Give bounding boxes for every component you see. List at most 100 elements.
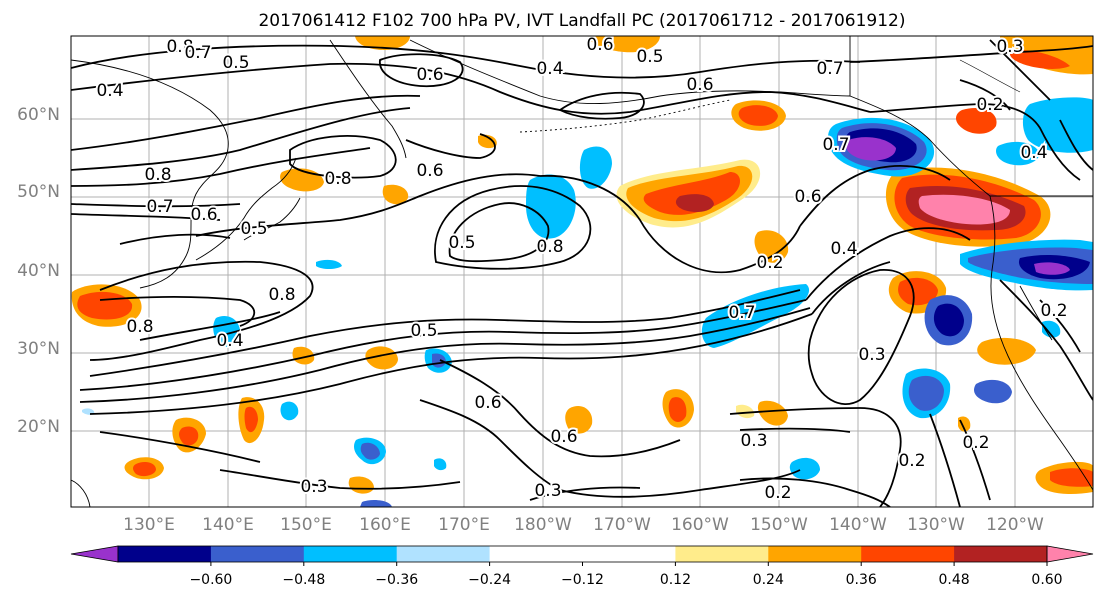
aleutian-islands (519, 99, 731, 133)
colorbar-tick-label: −0.60 (189, 572, 232, 588)
colorbar-swatch (303, 546, 398, 562)
lon-label: 160°W (671, 515, 729, 535)
coastline-philippines (71, 479, 91, 507)
patch-warm (292, 346, 315, 365)
pv-contour (219, 469, 461, 490)
pv-contour (1059, 119, 1093, 171)
colorbar-tick-label: 0.24 (753, 572, 784, 588)
pv-contour (195, 173, 541, 237)
pv-contour (434, 185, 592, 270)
contour-label: 0.3 (534, 481, 561, 501)
pv-contour (89, 289, 801, 377)
contour-label: 0.4 (1020, 143, 1047, 163)
contour-label: 0.6 (794, 187, 821, 207)
colorbar-swatch (675, 546, 769, 562)
contour-label: 0.7 (728, 303, 755, 323)
lon-label: 140°W (829, 515, 887, 535)
patch-warm (757, 400, 788, 426)
patch-warm-core (668, 397, 687, 422)
pv-contour (71, 62, 871, 115)
pv-contours (71, 39, 1093, 507)
colorbar-swatch (768, 546, 862, 562)
contour-label: 0.7 (146, 197, 173, 217)
patch-cool (526, 174, 576, 239)
contour-label: 0.8 (324, 169, 351, 189)
patch-warm-core (133, 462, 156, 477)
lat-label: 50°N (17, 182, 60, 202)
contour-label: 0.6 (416, 161, 443, 181)
lon-label: 130°W (907, 515, 965, 535)
pv-contour (959, 419, 991, 501)
longitude-labels: 130°E 140°E 150°E 160°E 170°E 180°W 170°… (123, 515, 1044, 535)
contour-label: 0.2 (764, 483, 791, 503)
patch-warm-core (898, 277, 938, 306)
pv-contour (71, 94, 421, 151)
patch-cool (434, 458, 447, 471)
coastline-japan (195, 157, 297, 261)
colorbar-extend-min (70, 545, 119, 563)
patch-cool (974, 379, 1012, 404)
colorbar-tick-label: 0.60 (1031, 572, 1062, 588)
contour-label: 0.8 (536, 237, 563, 257)
contour-label: 0.5 (448, 233, 475, 253)
pv-contour (739, 477, 891, 507)
contour-label: 0.6 (686, 75, 713, 95)
ivt-shading (71, 36, 1093, 507)
patch-cool (996, 141, 1040, 166)
contour-label: 0.7 (822, 135, 849, 155)
colorbar-swatch (861, 546, 955, 562)
lon-label: 130°E (123, 515, 175, 535)
contour-label: 0.4 (536, 59, 563, 79)
colorbar-tick-label: 0.48 (939, 572, 970, 588)
patch-warm (382, 184, 409, 205)
contour-label: 0.2 (976, 95, 1003, 115)
contour-label: 0.8 (144, 165, 171, 185)
contour-label: 0.5 (636, 47, 663, 67)
pv-contour (79, 299, 807, 391)
patch-warm (977, 337, 1036, 365)
patch-warm-core (738, 105, 778, 126)
contour-labels: 0.8 0.7 0.5 0.6 0.4 0.6 0.4 0.5 0.6 0.8 0.7 0.6 0.5 0… (94, 36, 1069, 505)
pv-contour (869, 103, 1081, 181)
patch-cool (579, 146, 612, 189)
contour-label: 0.2 (898, 451, 925, 471)
patch-warm-core (643, 172, 741, 215)
pv-contour (71, 107, 411, 171)
lat-label: 30°N (17, 339, 60, 359)
lon-label: 180°W (514, 515, 572, 535)
coastline-baja (1019, 285, 1053, 341)
contour-label: 0.6 (416, 65, 443, 85)
pv-contour (89, 313, 813, 415)
pv-contour (405, 133, 496, 159)
patch-warm (736, 404, 755, 419)
colorbar-tick-label: −0.24 (468, 572, 511, 588)
figure-title: 2017061412 F102 700 hPa PV, IVT Landfall… (258, 11, 905, 31)
lon-label: 120°W (986, 515, 1044, 535)
patch-cool (360, 499, 392, 507)
pv-contour (558, 91, 645, 120)
pv-contour (99, 296, 256, 327)
colorbar-swatch (582, 546, 676, 562)
contour-label: 0.6 (550, 427, 577, 447)
lon-label: 170°E (438, 515, 490, 535)
patch-warm-core (1010, 49, 1070, 69)
contour-label: 0.2 (962, 433, 989, 453)
pv-contour (419, 399, 801, 498)
patch-warm-core (179, 426, 199, 446)
colorbar-tick-label: 0.12 (660, 572, 691, 588)
patch-cool-max (846, 137, 896, 161)
map-frame (70, 35, 1094, 508)
patch-warm-max (918, 194, 1010, 225)
contour-label: 0.5 (410, 321, 437, 341)
lon-label: 140°E (202, 515, 254, 535)
patch-warm (588, 36, 660, 53)
patch-cool (701, 284, 810, 348)
graticule (71, 36, 1093, 507)
latitude-labels: 60°N 50°N 40°N 30°N 20°N (17, 105, 60, 437)
pv-contour (89, 260, 314, 361)
border-line (959, 59, 1021, 93)
pv-contour (811, 261, 891, 315)
lat-label: 40°N (17, 261, 60, 281)
pv-contour (1039, 299, 1081, 353)
